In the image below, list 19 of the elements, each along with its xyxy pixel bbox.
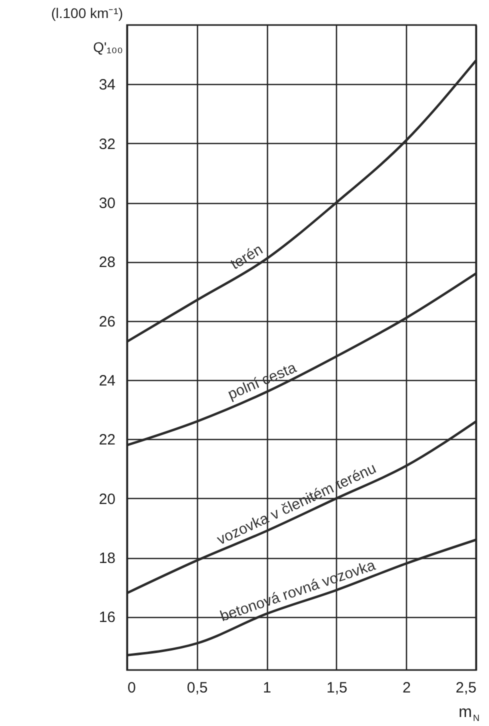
x-tick-label: 0 — [128, 680, 136, 696]
y-tick-label: 30 — [98, 195, 116, 212]
y-tick-label: 16 — [98, 609, 116, 626]
x-tick-label: 2 — [402, 680, 411, 696]
text: terén — [228, 241, 266, 274]
y-tick-label: 20 — [98, 490, 116, 508]
y-tick-label: 32 — [98, 136, 116, 153]
x-tick-label: 0,5 — [186, 680, 208, 696]
y-tick-label: 34 — [98, 76, 116, 94]
y-tick-label: 26 — [98, 313, 116, 330]
x-tick-label: 2,5 — [456, 680, 476, 696]
text: polní cesta — [225, 359, 300, 404]
x-tick-label: 1 — [262, 680, 272, 696]
y-tick-label: 24 — [98, 372, 116, 390]
y-tick-label: 18 — [98, 550, 116, 568]
text: (l.100 km⁻¹) Q'₁₀₀ — [51, 5, 123, 55]
x-tick-label: 1,5 — [326, 680, 348, 696]
y-tick-label: 22 — [98, 432, 116, 449]
y-tick-label: 28 — [98, 254, 116, 272]
